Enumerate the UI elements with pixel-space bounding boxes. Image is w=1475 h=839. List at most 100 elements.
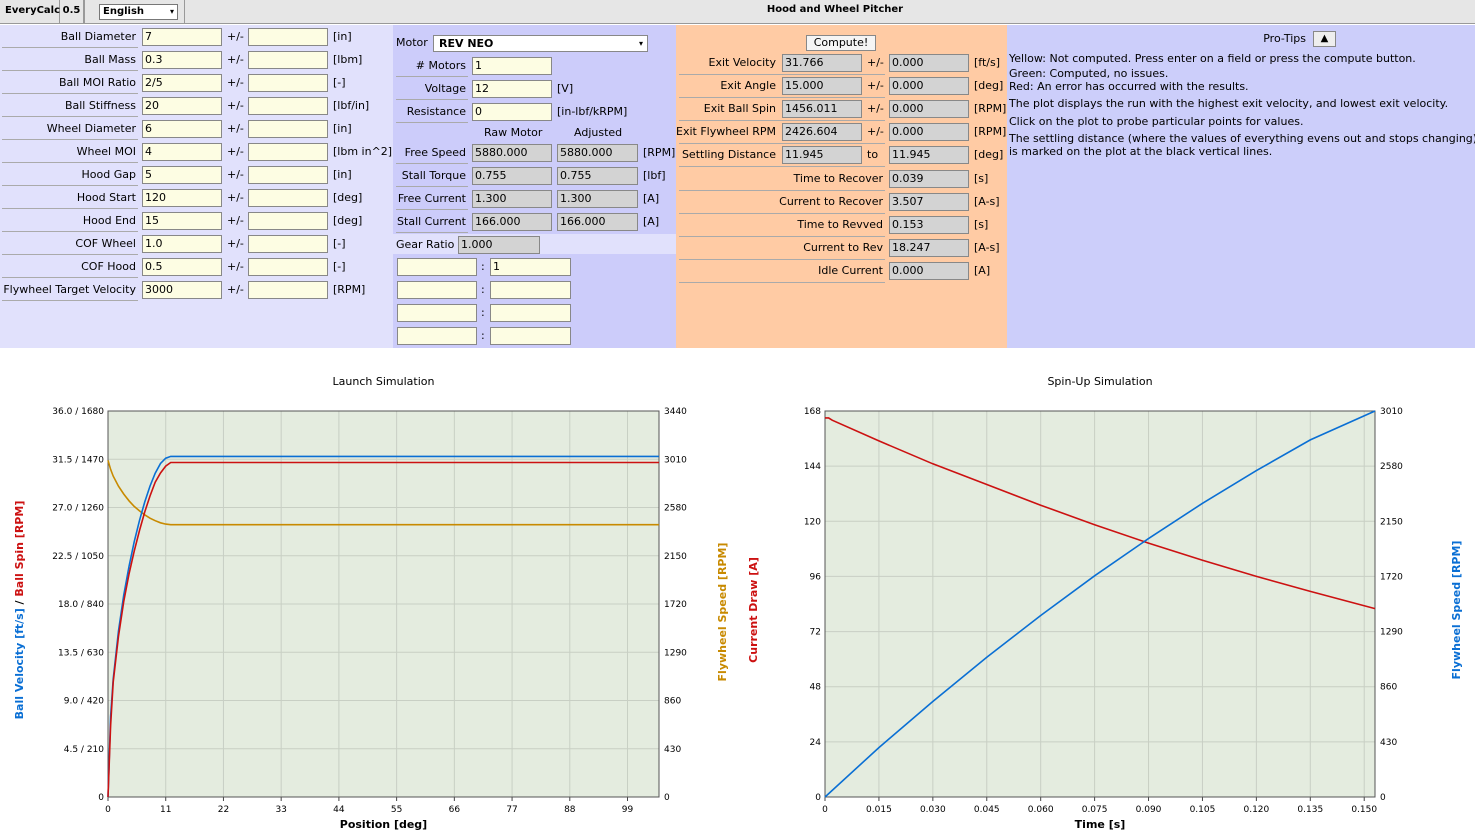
plot-area [824,410,1376,798]
y-tick-label-left: 48 [810,683,822,693]
raw-motor-header: Raw Motor [484,126,543,139]
row-divider [2,300,138,301]
unit-label: [A-s] [974,195,1000,208]
plus-minus-label: +/- [227,214,244,227]
motor-param-field[interactable]: 1 [472,57,552,75]
output-value-2: 0.000 [889,54,969,72]
input-value-field[interactable]: 20 [142,97,222,115]
unit-label: [in] [333,122,352,135]
language-select[interactable]: English ▾ [99,4,178,20]
input-value-field[interactable]: 3000 [142,281,222,299]
collapse-tips-button[interactable]: ▲ [1313,31,1336,47]
output-value: 0.000 [889,262,969,280]
plus-minus-label: +/- [227,145,244,158]
input-value-field[interactable]: 120 [142,189,222,207]
output-value: 2426.604 [782,123,862,141]
input-value-field[interactable]: 5 [142,166,222,184]
input-tolerance-field[interactable] [248,258,328,276]
tips-panel [1007,25,1475,348]
input-tolerance-field[interactable] [248,235,328,253]
motor-label: Motor [396,36,428,49]
unit-label: [s] [974,218,989,231]
input-tolerance-field[interactable] [248,189,328,207]
row-divider [679,143,885,144]
motor-param-field[interactable]: 0 [472,103,552,121]
gear-stage-input[interactable] [397,304,477,322]
gear-stage-input[interactable] [397,327,477,345]
input-tolerance-field[interactable] [248,166,328,184]
output-value: 31.766 [782,54,862,72]
input-tolerance-field[interactable] [248,281,328,299]
motor-param-field[interactable]: 12 [472,80,552,98]
output-label: Time to Recover [793,172,883,185]
input-value-field[interactable]: 4 [142,143,222,161]
input-value-field[interactable]: 0.5 [142,258,222,276]
gear-stage-output[interactable] [490,281,571,299]
input-label: Hood Gap [81,168,136,181]
unit-label: [A] [974,264,991,277]
output-separator: to [867,148,879,161]
row-divider [2,185,138,186]
adjusted-value: 1.300 [557,190,638,208]
input-tolerance-field[interactable] [248,74,328,92]
input-value-field[interactable]: 15 [142,212,222,230]
input-value-field[interactable]: 1.0 [142,235,222,253]
input-tolerance-field[interactable] [248,212,328,230]
y-tick-label-left: 0 [98,793,104,803]
y-tick-label-left: 168 [804,407,821,417]
input-tolerance-field[interactable] [248,51,328,69]
motor-spec-label: Stall Current [397,215,466,228]
input-value-field[interactable]: 0.3 [142,51,222,69]
gear-stage-output[interactable] [490,304,571,322]
input-tolerance-field[interactable] [248,97,328,115]
output-value: 0.039 [889,170,969,188]
input-label: Hood Start [76,191,136,204]
y-tick-label-left: 72 [810,628,821,638]
y-tick-label-left: 24 [810,738,822,748]
input-tolerance-field[interactable] [248,143,328,161]
unit-label: [deg] [974,148,1004,161]
y-tick-label-left: 27.0 / 1260 [52,504,104,514]
input-label: Hood End [82,214,136,227]
compute-button[interactable]: Compute! [806,35,876,51]
input-value-field[interactable]: 6 [142,120,222,138]
unit-label: [RPM] [974,125,1007,138]
unit-label: [-] [333,76,346,89]
y-tick-label-left: 22.5 / 1050 [52,552,104,562]
input-label: Ball MOI Ratio [58,76,136,89]
input-tolerance-field[interactable] [248,28,328,46]
plus-minus-label: +/- [227,122,244,135]
tip-line: The plot displays the run with the highe… [1009,97,1449,110]
gear-stage-output[interactable]: 1 [490,258,571,276]
gear-stage-input[interactable] [397,281,477,299]
row-divider [2,277,138,278]
plus-minus-label: +/- [227,76,244,89]
x-tick-label: 0.105 [1190,805,1216,815]
row-divider [2,70,138,71]
row-divider [2,162,138,163]
y-tick-label-left: 144 [804,462,821,472]
x-tick-label: 0.120 [1243,805,1269,815]
x-tick-label: 0.150 [1351,805,1377,815]
launch-simulation-chart[interactable]: Launch Simulation 0 11 22 33 44 55 66 77 88 99 0 4.5… [0,360,760,839]
x-tick-label: 0 [822,805,828,815]
gear-stage-output[interactable] [490,327,571,345]
y-axis-label-right-current: Current Draw [A] [747,557,760,663]
row-divider [2,139,138,140]
spinup-simulation-chart[interactable]: Spin-Up Simulation 0 0.015 0.030 0.045 0.060 0… [760,360,1475,839]
unit-label: [in] [333,30,352,43]
motor-param-label: Voltage [424,82,466,95]
unit-label: [deg] [333,214,363,227]
input-tolerance-field[interactable] [248,120,328,138]
input-value-field[interactable]: 7 [142,28,222,46]
output-separator: +/- [867,125,884,138]
gear-stage-input[interactable] [397,258,477,276]
plot-border [107,410,660,798]
x-tick-label: 0.060 [1028,805,1054,815]
output-label: Current to Recover [779,195,883,208]
adjusted-header: Adjusted [574,126,623,139]
input-value-field[interactable]: 2/5 [142,74,222,92]
motor-select[interactable]: REV NEO ▾ [433,35,648,52]
x-tick-label: 33 [275,805,286,815]
input-label: COF Hood [81,260,136,273]
